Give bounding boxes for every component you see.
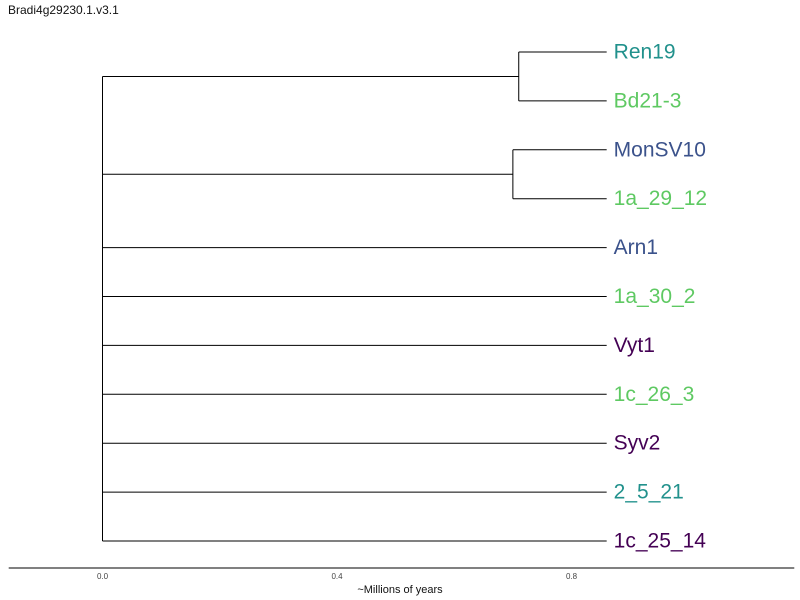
tick-label: 0.4 <box>331 572 343 581</box>
axis-ticks: 0.0 0.4 0.8 <box>97 572 578 581</box>
leaf-label: 1c_25_14 <box>614 530 707 553</box>
tick-label: 0.0 <box>97 572 109 581</box>
leaf-label: Ren19 <box>614 41 676 64</box>
leaf-label: Syv2 <box>614 432 661 455</box>
page-title: Bradi4g29230.1.v3.1 <box>8 3 119 17</box>
tree-branches <box>102 51 607 542</box>
leaf-label: 1a_29_12 <box>614 187 707 210</box>
leaf-label: Vyt1 <box>614 334 655 357</box>
tick-label: 0.8 <box>566 572 578 581</box>
leaf-label: 1c_26_3 <box>614 383 695 406</box>
leaf-label: 1a_30_2 <box>614 285 696 308</box>
leaf-label: Arn1 <box>614 236 658 259</box>
leaf-label: 2_5_21 <box>614 481 684 504</box>
leaf-label: Bd21-3 <box>614 89 682 112</box>
time-axis: 0.0 0.4 0.8 ~Millions of years <box>8 567 795 596</box>
leaf-labels: Ren19 Bd21-3 MonSV10 1a_29_12 Arn1 1a_30_2 Vyt… <box>614 41 707 553</box>
leaf-label: MonSV10 <box>614 138 706 161</box>
axis-title: ~Millions of years <box>357 584 443 596</box>
